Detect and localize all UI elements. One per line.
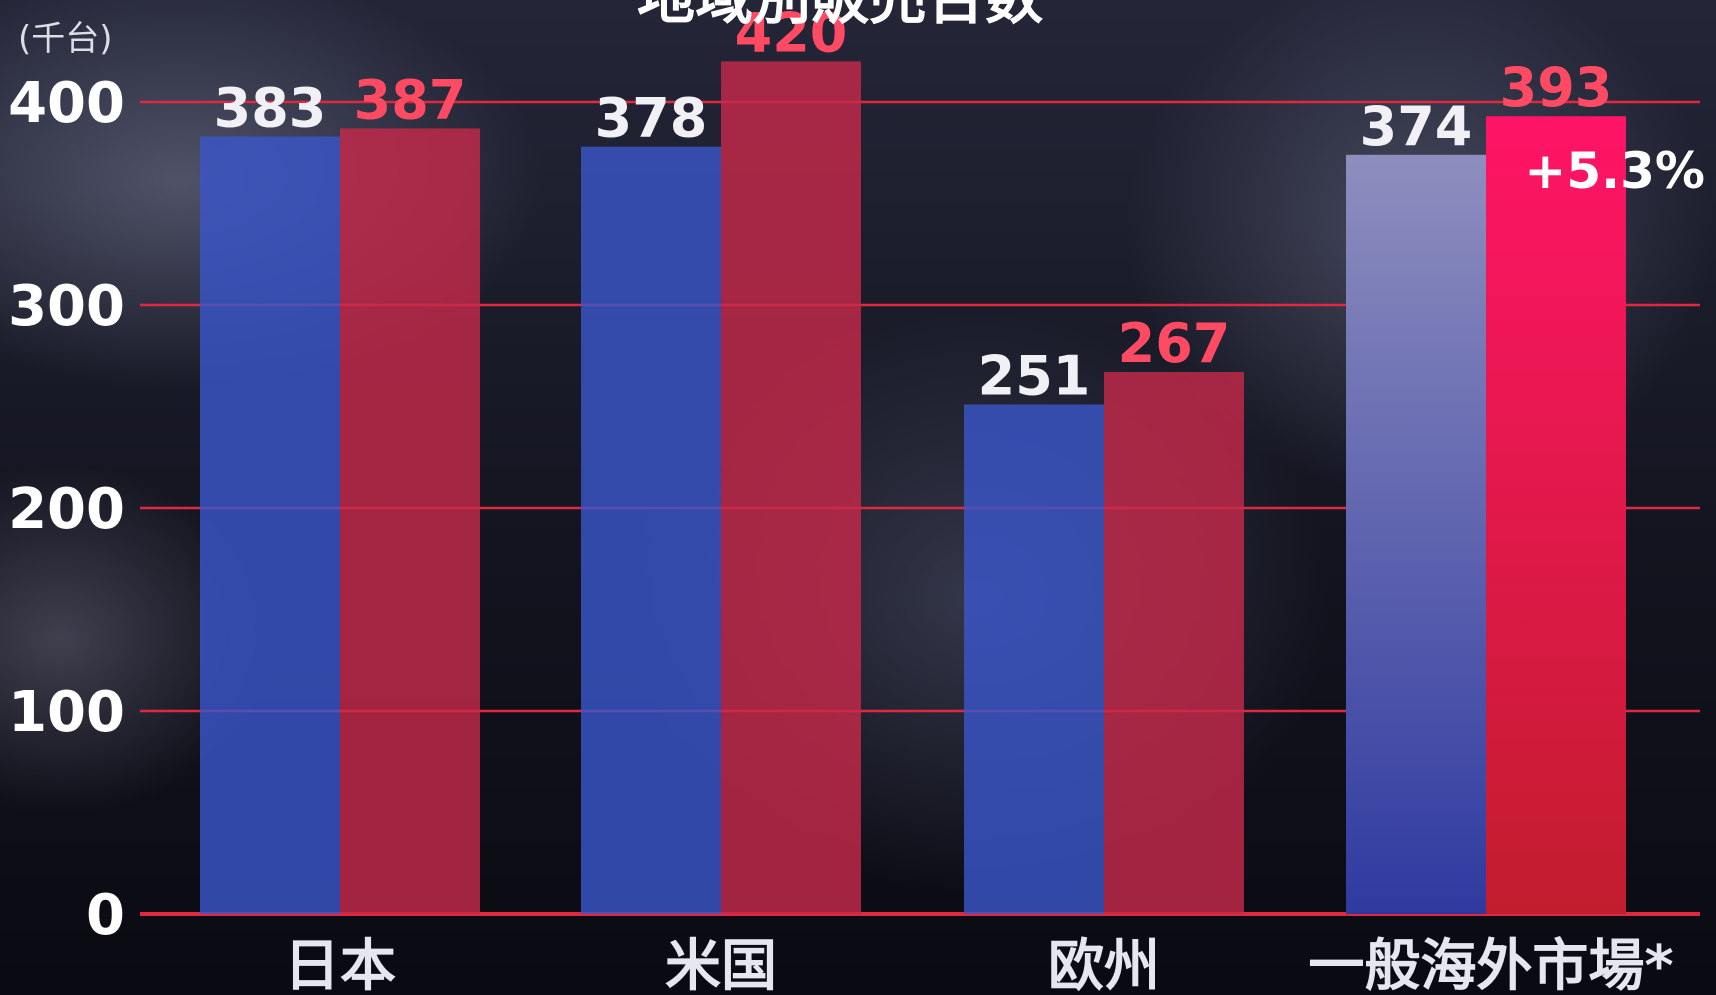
bar-blue-0 bbox=[200, 136, 340, 914]
bar-red-0 bbox=[340, 128, 480, 914]
unit-label: (千台) bbox=[18, 19, 113, 59]
bar-blue-1 bbox=[581, 146, 721, 914]
category-label: 米国 bbox=[665, 934, 777, 995]
bar-red-3 bbox=[1486, 116, 1626, 914]
data-label-red-2: 267 bbox=[1118, 312, 1231, 375]
chart-title: 地域別販売台数 bbox=[637, 0, 1043, 32]
y-tick-label: 400 bbox=[8, 71, 125, 136]
y-tick-label: 100 bbox=[8, 680, 125, 745]
y-tick-label: 0 bbox=[86, 883, 125, 948]
data-label-red-0: 387 bbox=[354, 68, 467, 131]
bar-red-2 bbox=[1104, 371, 1244, 914]
bars bbox=[200, 61, 1626, 914]
growth-annotation: +5.3% bbox=[1524, 142, 1705, 200]
category-label: 欧州 bbox=[1048, 934, 1160, 995]
category-label: 日本 bbox=[284, 934, 396, 995]
data-label-blue-1: 378 bbox=[595, 87, 708, 150]
data-label-blue-3: 374 bbox=[1360, 95, 1473, 158]
data-labels: 383 387 378 420 251 267 374 393 +5.3% bbox=[214, 1, 1705, 407]
data-label-blue-2: 251 bbox=[978, 344, 1091, 407]
bar-blue-3 bbox=[1346, 154, 1486, 914]
data-label-blue-0: 383 bbox=[214, 77, 327, 140]
y-tick-label: 300 bbox=[8, 274, 125, 339]
category-label: 一般海外市場* bbox=[1308, 934, 1673, 995]
axes: 0 100 200 300 400 日本 米国 欧州 一般海外市場* bbox=[8, 71, 1674, 995]
data-label-red-3: 393 bbox=[1500, 56, 1613, 119]
bar-blue-2 bbox=[964, 404, 1104, 914]
y-tick-label: 200 bbox=[8, 477, 125, 542]
data-label-red-1: 420 bbox=[735, 1, 848, 64]
bar-red-1 bbox=[721, 61, 861, 914]
